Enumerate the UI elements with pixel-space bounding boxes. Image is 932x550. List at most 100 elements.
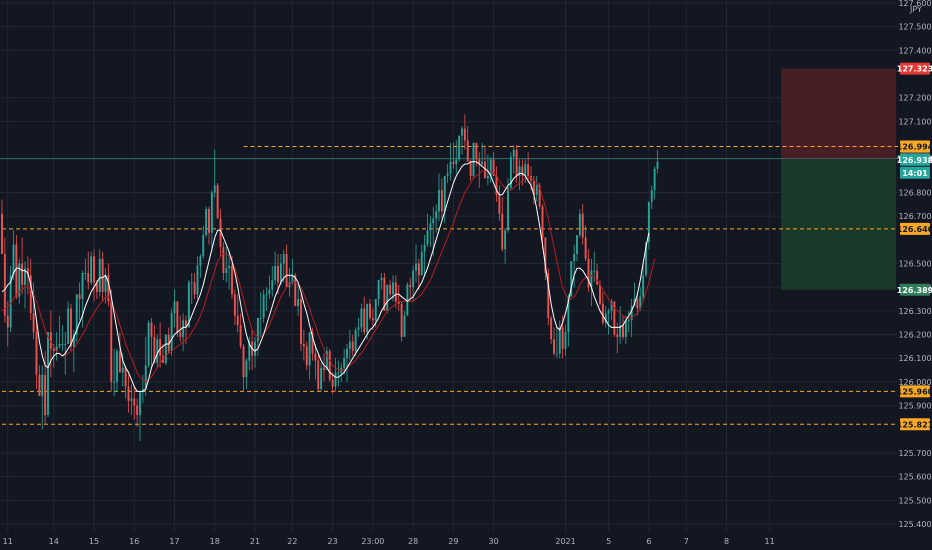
candle-body — [369, 303, 371, 318]
candle-body — [624, 320, 627, 337]
candle-body — [24, 268, 26, 285]
candle-body — [162, 355, 164, 363]
candle-body — [627, 320, 630, 322]
candle-body — [44, 374, 47, 416]
price-tick-label: 127.100 — [898, 117, 931, 126]
candle-body — [357, 327, 360, 330]
candle-body — [415, 263, 417, 271]
candle-body — [64, 344, 67, 346]
stop-price-label: 127.323 — [897, 65, 932, 74]
candle-body — [291, 275, 294, 283]
candle-body — [544, 237, 547, 273]
time-tick-label: 6 — [646, 537, 651, 546]
time-tick-label: 18 — [210, 537, 220, 546]
candle-body — [504, 230, 507, 250]
candle-body — [337, 372, 340, 374]
candle-body — [190, 282, 193, 284]
candle-body — [32, 313, 35, 333]
candle-body — [156, 339, 159, 363]
candle-body — [607, 310, 610, 314]
candle-body — [400, 303, 403, 337]
candle-body — [461, 128, 463, 136]
candle-body — [297, 299, 300, 307]
price-tick-label: 126.100 — [898, 354, 931, 363]
candle-body — [645, 242, 647, 276]
time-tick-label: 30 — [489, 537, 499, 546]
candle-body — [256, 317, 259, 342]
time-axis[interactable]: 11 14 15 16 17 18 21 22 23 23:00 28 29 30 2021 5 6 7 8 11 — [0, 532, 932, 550]
time-tick-label: 5 — [606, 537, 611, 546]
candle-body — [354, 329, 357, 352]
candle-body — [512, 149, 515, 157]
candle-body — [72, 334, 75, 347]
candle-body — [524, 164, 527, 176]
candle-body — [389, 284, 392, 295]
candle-body — [343, 358, 346, 368]
candle-body — [167, 334, 170, 352]
candle-body — [314, 353, 317, 361]
candle-body — [282, 254, 285, 264]
candle-body — [147, 322, 150, 366]
candle-body — [650, 190, 653, 202]
candle-body — [6, 315, 9, 328]
candle-body — [647, 201, 650, 243]
time-tick-label: 7 — [684, 537, 689, 546]
countdown-label: 14:01 — [902, 169, 928, 178]
candle-body — [75, 294, 78, 335]
time-tick-label: 14 — [49, 537, 59, 546]
level-price-label: 125.960 — [897, 387, 932, 396]
candle-body — [553, 339, 555, 354]
candle-body — [98, 258, 101, 292]
time-tick-label: 23:00 — [361, 537, 384, 546]
ma-fast-line — [1, 161, 650, 392]
price-tick-label: 126.300 — [898, 307, 931, 316]
candle-body — [578, 213, 581, 236]
candle-body — [380, 277, 383, 281]
candle-body — [231, 265, 233, 295]
price-tick-label: 126.000 — [898, 378, 931, 387]
candle-body — [409, 284, 412, 288]
candle-body — [420, 251, 423, 276]
candle-body — [70, 308, 72, 347]
candle-body — [107, 275, 110, 302]
candle-body — [518, 166, 521, 176]
candle-body — [458, 135, 461, 160]
candle-body — [248, 341, 251, 361]
candle-body — [311, 332, 314, 354]
candle-body — [521, 166, 524, 176]
candle-body — [576, 235, 578, 255]
candle-body — [394, 282, 397, 302]
candle-body — [469, 161, 472, 176]
candle-body — [426, 230, 429, 245]
candle-body — [35, 332, 38, 375]
candle-body — [495, 175, 498, 195]
candle-body — [535, 185, 538, 195]
candle-body — [406, 284, 409, 316]
level-price-label: 125.821 — [897, 420, 932, 429]
candle-body — [656, 161, 659, 169]
candle-body — [173, 301, 176, 314]
position-zones — [0, 68, 898, 290]
candle-body — [285, 254, 288, 288]
candle-body — [478, 159, 481, 165]
candle-body — [259, 317, 262, 319]
candle-body — [164, 334, 167, 363]
price-tick-label: 125.500 — [898, 496, 931, 505]
time-tick-label: 8 — [724, 537, 729, 546]
candle-body — [239, 325, 242, 347]
candle-body — [29, 275, 32, 314]
price-axis[interactable]: 127.600 127.500 127.400 127.200 127.100 126.8… — [898, 0, 932, 550]
candle-body — [15, 244, 18, 297]
candle-body — [639, 296, 642, 309]
candle-body — [403, 315, 406, 337]
candle-body — [205, 209, 208, 236]
candle-body — [386, 284, 389, 311]
candle-body — [208, 209, 210, 233]
level-price-label-background — [900, 140, 930, 153]
candle-body — [630, 306, 633, 321]
stop-loss-zone — [781, 68, 897, 160]
candle-body — [610, 301, 613, 311]
candle-body — [561, 327, 564, 349]
